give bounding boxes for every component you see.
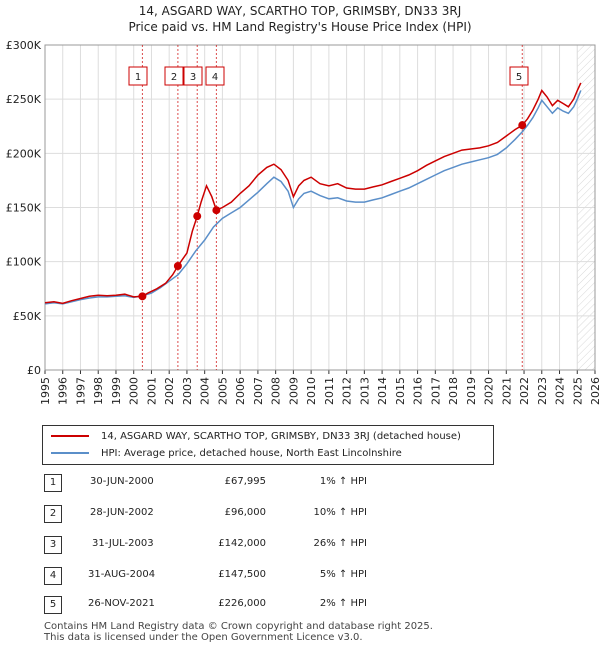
footer-copyright: Contains HM Land Registry data © Crown c…	[44, 621, 433, 632]
sale-number-label: 4	[212, 72, 218, 83]
x-tick-label: 2007	[252, 377, 265, 405]
sale-point	[212, 206, 221, 215]
transaction-date: 26-NOV-2021	[88, 598, 155, 609]
x-tick-label: 2023	[536, 377, 549, 405]
x-tick-label: 2000	[128, 377, 141, 405]
transaction-date: 28-JUN-2002	[90, 507, 154, 518]
price-chart: £0 £50K £100K £150K £200K £250K £300K 1995 1996 1…	[6, 39, 600, 405]
sale-number-label: 1	[135, 72, 141, 83]
x-tick-label: 2021	[500, 377, 513, 405]
y-tick-label: £150K	[6, 202, 42, 215]
x-tick-label: 2006	[234, 377, 247, 405]
x-tick-label: 2020	[483, 377, 496, 405]
x-tick-label: 1996	[57, 377, 70, 405]
x-tick-label: 2018	[447, 377, 460, 405]
transaction-price: £67,995	[224, 476, 266, 487]
x-tick-label: 2012	[341, 377, 354, 405]
legend-label-hpi: HPI: Average price, detached house, Nort…	[101, 447, 402, 459]
x-tick-label: 2011	[323, 377, 336, 405]
sale-number-label: 5	[516, 72, 522, 83]
x-tick-label: 2017	[429, 377, 442, 405]
transaction-number: 4	[44, 567, 62, 585]
y-tick-label: £100K	[6, 256, 42, 269]
x-tick-label: 2001	[145, 377, 158, 405]
x-tick-label: 1999	[110, 377, 123, 405]
transaction-number: 1	[44, 474, 62, 492]
x-tick-label: 2022	[518, 377, 531, 405]
chart-title: 14, ASGARD WAY, SCARTHO TOP, GRIMSBY, DN…	[138, 4, 462, 18]
y-tick-label: £50K	[13, 310, 42, 323]
transaction-number: 2	[44, 505, 62, 523]
legend-item-property: 14, ASGARD WAY, SCARTHO TOP, GRIMSBY, DN…	[51, 428, 461, 444]
footer-license: This data is licensed under the Open Gov…	[44, 632, 363, 643]
legend-item-hpi: HPI: Average price, detached house, Nort…	[51, 445, 402, 461]
x-tick-label: 2003	[181, 377, 194, 405]
x-tick-label: 1995	[39, 377, 52, 405]
sale-number-box	[509, 66, 529, 86]
sale-point	[193, 212, 202, 221]
sale-number-box	[183, 66, 203, 86]
transaction-hpi: 10% ↑ HPI	[313, 507, 367, 518]
transaction-hpi: 5% ↑ HPI	[319, 569, 367, 580]
sale-point	[173, 262, 182, 270]
sale-number-box	[205, 66, 225, 86]
legend-swatch-property	[51, 435, 89, 437]
x-tick-label: 2010	[305, 377, 318, 405]
transaction-hpi: 26% ↑ HPI	[313, 538, 367, 549]
plot-border	[44, 44, 596, 371]
legend-swatch-hpi	[51, 452, 89, 454]
x-tick-label: 1997	[74, 377, 87, 405]
x-tick-label: 2014	[376, 377, 389, 405]
x-tick-label: 2026	[589, 377, 600, 405]
legend: 14, ASGARD WAY, SCARTHO TOP, GRIMSBY, DN…	[42, 425, 494, 465]
sale-number-label: 3	[190, 72, 196, 83]
x-tick-label: 2008	[270, 377, 283, 405]
x-tick-label: 2024	[554, 377, 567, 405]
chart-subtitle: Price paid vs. HM Land Registry's House …	[128, 20, 472, 34]
x-tick-label: 2019	[465, 377, 478, 405]
transaction-date: 30-JUN-2000	[90, 476, 154, 487]
legend-label-property: 14, ASGARD WAY, SCARTHO TOP, GRIMSBY, DN…	[101, 430, 461, 442]
transaction-price: £142,000	[218, 538, 266, 549]
transaction-hpi: 1% ↑ HPI	[319, 476, 367, 487]
transaction-price: £226,000	[218, 598, 266, 609]
transaction-price: £147,500	[218, 569, 266, 580]
sale-number-box	[164, 66, 184, 86]
sale-point	[518, 121, 527, 130]
transaction-price: £96,000	[224, 507, 266, 518]
transaction-number: 5	[44, 596, 62, 614]
x-tick-label: 2016	[412, 377, 425, 405]
sale-number-box	[128, 66, 148, 86]
x-tick-label: 2013	[358, 377, 371, 405]
x-tick-label: 2005	[216, 377, 229, 405]
y-tick-label: £250K	[6, 93, 42, 106]
x-tick-label: 2004	[199, 377, 212, 405]
sale-number-label: 2	[171, 72, 177, 83]
x-tick-label: 1998	[92, 377, 105, 405]
x-tick-label: 2015	[394, 377, 407, 405]
x-tick-label: 2025	[571, 377, 584, 405]
y-tick-label: £200K	[6, 147, 42, 160]
transaction-hpi: 2% ↑ HPI	[319, 598, 367, 609]
footer: Contains HM Land Registry data © Crown c…	[44, 621, 433, 643]
x-tick-label: 2002	[163, 377, 176, 405]
transaction-date: 31-AUG-2004	[88, 569, 156, 580]
transaction-number: 3	[44, 536, 62, 554]
sale-point	[138, 292, 147, 301]
transaction-date: 31-JUL-2003	[92, 538, 154, 549]
y-tick-label: £300K	[6, 39, 42, 52]
y-tick-label: £0	[27, 364, 41, 377]
x-tick-label: 2009	[287, 377, 300, 405]
